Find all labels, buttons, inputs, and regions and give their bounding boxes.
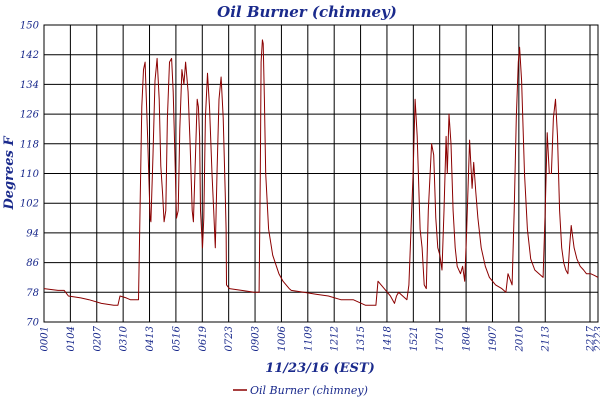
y-tick-label: 150 <box>20 21 40 32</box>
x-tick-label: 0619 <box>198 325 209 351</box>
x-tick-label: 1006 <box>277 325 288 351</box>
legend: Oil Burner (chimney) <box>233 384 368 397</box>
legend-label: Oil Burner (chimney) <box>250 384 368 397</box>
x-tick-label: 1804 <box>462 326 473 351</box>
series-layer <box>43 39 599 306</box>
x-tick-label: 2113 <box>541 326 552 352</box>
x-tick-label: 0516 <box>171 325 182 351</box>
y-tick-label: 78 <box>26 288 39 299</box>
y-tick-label: 142 <box>20 50 39 61</box>
x-tick-label: 0001 <box>40 326 51 351</box>
x-tick-label: 0903 <box>251 326 262 351</box>
x-tick-label: 0207 <box>92 325 103 351</box>
y-axis-label: Degrees F <box>2 136 17 211</box>
x-tick-label: 1315 <box>356 326 367 351</box>
x-tick-label: 2217 <box>586 325 597 352</box>
x-tick-label: 0723 <box>224 326 235 351</box>
x-tick-label: 0310 <box>119 325 130 351</box>
chart-title: Oil Burner (chimney) <box>217 3 397 21</box>
x-tick-label: 2223 <box>594 326 600 352</box>
x-tick-label: 1521 <box>409 326 420 351</box>
y-tick-label: 126 <box>20 110 40 121</box>
y-tick-label: 118 <box>20 139 39 150</box>
y-tick-label: 70 <box>26 318 39 329</box>
x-tick-label: 0413 <box>145 326 156 351</box>
y-tick-labels: 70 78 86 94 102 110 118 126 134 142 150 <box>20 21 40 329</box>
y-tick-label: 94 <box>26 228 39 239</box>
y-tick-label: 134 <box>20 80 39 91</box>
y-tick-label: 110 <box>20 169 40 180</box>
plot-frame <box>43 24 599 323</box>
x-tick-label: 1109 <box>303 325 314 351</box>
x-tick-label: 0104 <box>66 326 77 351</box>
x-tick-labels: 0001 0104 0207 0310 0413 0516 0619 0723 0903 1006… <box>40 325 600 352</box>
y-tick-label: 86 <box>26 258 39 269</box>
x-tick-label: 1907 <box>488 325 499 351</box>
x-tick-label: 2010 <box>514 325 525 352</box>
series-line-0 <box>43 39 599 306</box>
x-axis-label: 11/23/16 (EST) <box>265 361 375 376</box>
x-tick-label: 1418 <box>382 326 393 351</box>
y-tick-label: 102 <box>20 199 39 210</box>
x-tick-label: 1701 <box>435 326 446 351</box>
x-tick-label: 1212 <box>330 326 341 351</box>
